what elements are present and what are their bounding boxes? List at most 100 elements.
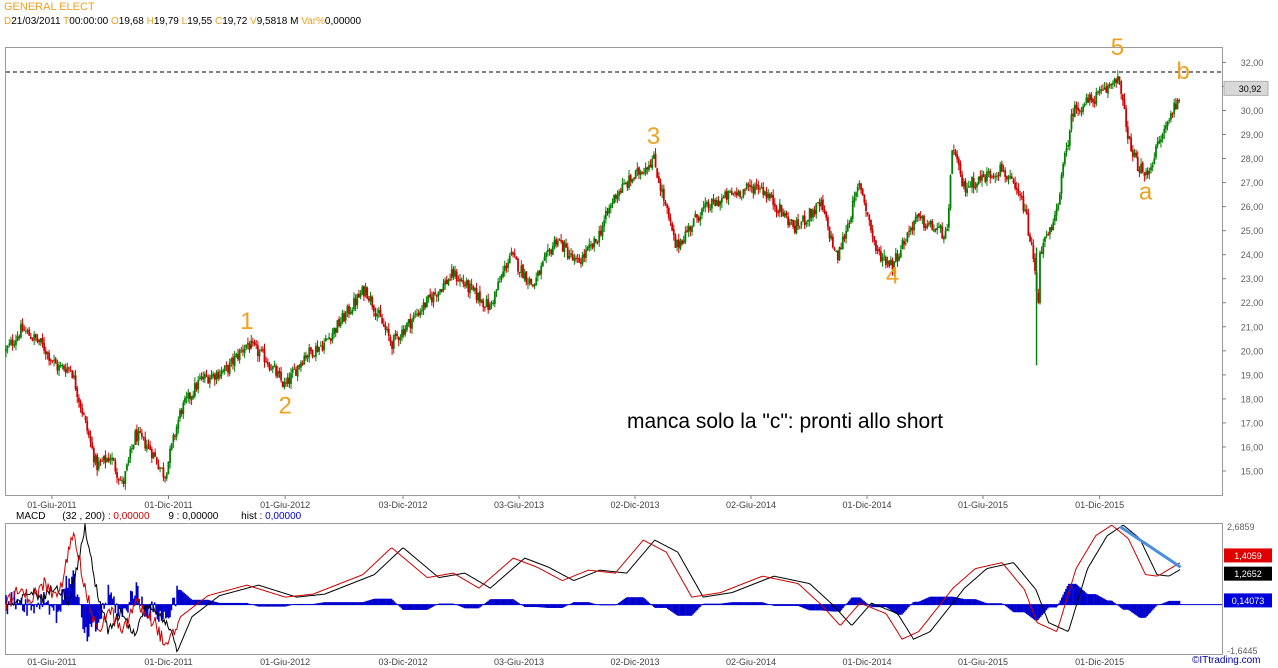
candle-body — [1090, 94, 1093, 101]
candle-body — [1088, 94, 1091, 102]
macd-value-box — [1224, 548, 1272, 563]
candle-body — [1078, 110, 1081, 112]
candle-body — [396, 333, 398, 337]
candle-body — [916, 214, 919, 218]
macd-x-tick-label: 01-Giu-2015 — [958, 657, 1008, 667]
candle-body — [29, 336, 32, 340]
candle-body — [1110, 84, 1113, 86]
candle-body — [334, 328, 337, 333]
candle-body — [997, 175, 1000, 177]
candle-body — [896, 254, 899, 261]
close-value: 19,72 — [222, 16, 248, 27]
price-y-tick-label: 23,00 — [1241, 274, 1264, 284]
price-x-tick-label: 01-Dic-2011 — [144, 500, 192, 510]
candle-body — [826, 217, 829, 227]
candle-body — [295, 369, 297, 376]
candle-body — [53, 359, 55, 361]
macd-value-label: 1,4059 — [1234, 551, 1262, 561]
candle-body — [1000, 163, 1003, 172]
candle-body — [485, 299, 488, 308]
candle-body — [1083, 103, 1086, 106]
candle-body — [271, 366, 274, 370]
candle-body — [1063, 152, 1066, 164]
candle-body — [324, 337, 327, 342]
price-y-tick-label: 24,00 — [1241, 250, 1264, 260]
candle-body — [250, 340, 253, 349]
candle-body — [91, 442, 94, 448]
candle-body — [23, 329, 26, 331]
ohlc-readout: D21/03/2011 T00:00:00 O19,68 H19,79 L19,… — [4, 16, 361, 27]
candle-body — [399, 337, 402, 340]
candle-body — [984, 176, 987, 182]
candle-body — [744, 189, 746, 191]
wave-label: 5 — [1111, 34, 1124, 61]
candle-body — [677, 239, 680, 248]
candle-body — [142, 436, 145, 438]
price-y-tick-label: 22,00 — [1241, 298, 1264, 308]
candle-body — [346, 306, 349, 313]
candle-body — [354, 298, 357, 306]
candle-body — [838, 247, 841, 261]
candle-body — [1169, 113, 1172, 120]
candle-body — [1156, 141, 1159, 146]
candle-body — [805, 222, 808, 225]
candle-body — [477, 292, 480, 301]
candle-body — [860, 183, 862, 190]
candle-body — [132, 444, 135, 449]
candle-body — [1022, 196, 1025, 212]
candle-body — [634, 170, 637, 179]
price-x-tick-label: 03-Giu-2013 — [494, 500, 544, 510]
candle-body — [170, 443, 173, 450]
candle-body — [1092, 99, 1094, 103]
candle-body — [479, 291, 481, 302]
candle-body — [84, 416, 87, 421]
candle-body — [999, 164, 1002, 176]
candle-body — [1095, 91, 1098, 104]
candle-body — [165, 473, 168, 479]
candle-body — [780, 204, 783, 212]
price-x-tick-label: 01-Giu-2011 — [27, 500, 76, 510]
candle-body — [846, 223, 849, 232]
candle-body — [258, 351, 261, 357]
candle-body — [979, 175, 982, 180]
candle-body — [893, 261, 896, 271]
candle-body — [949, 175, 952, 209]
candle-body — [1055, 208, 1058, 216]
candle-body — [518, 272, 521, 274]
candle-body — [1155, 146, 1157, 158]
candle-body — [43, 342, 46, 351]
candle-body — [886, 260, 889, 264]
candle-body — [737, 191, 740, 196]
candle-body — [891, 260, 894, 270]
price-y-tick-label: 30,00 — [1241, 106, 1264, 116]
candle-body — [609, 204, 612, 209]
candle-body — [134, 430, 137, 445]
candle-body — [651, 158, 654, 169]
candle-body — [759, 188, 761, 190]
candle-body — [248, 343, 251, 351]
candle-body — [503, 265, 506, 271]
candle-body — [87, 431, 90, 436]
candle-body — [273, 365, 276, 367]
wave-label: a — [1139, 178, 1153, 205]
candle-body — [1115, 79, 1118, 83]
candle-body — [808, 208, 811, 222]
candle-body — [648, 165, 650, 170]
candle-body — [924, 226, 927, 229]
candle-body — [585, 249, 587, 259]
candle-body — [230, 358, 233, 362]
candle-body — [382, 324, 385, 327]
candle-body — [86, 420, 89, 431]
candle-body — [238, 350, 241, 360]
candle-body — [419, 311, 422, 315]
candle-body — [54, 358, 57, 364]
time-label: T — [63, 16, 70, 27]
candle-body — [560, 239, 563, 242]
hist-value: 0,00000 — [265, 511, 302, 522]
signal-line — [5, 523, 1181, 653]
candle-body — [119, 479, 122, 481]
candle-body — [305, 355, 307, 358]
candle-body — [298, 364, 301, 367]
candle-body — [167, 461, 170, 475]
